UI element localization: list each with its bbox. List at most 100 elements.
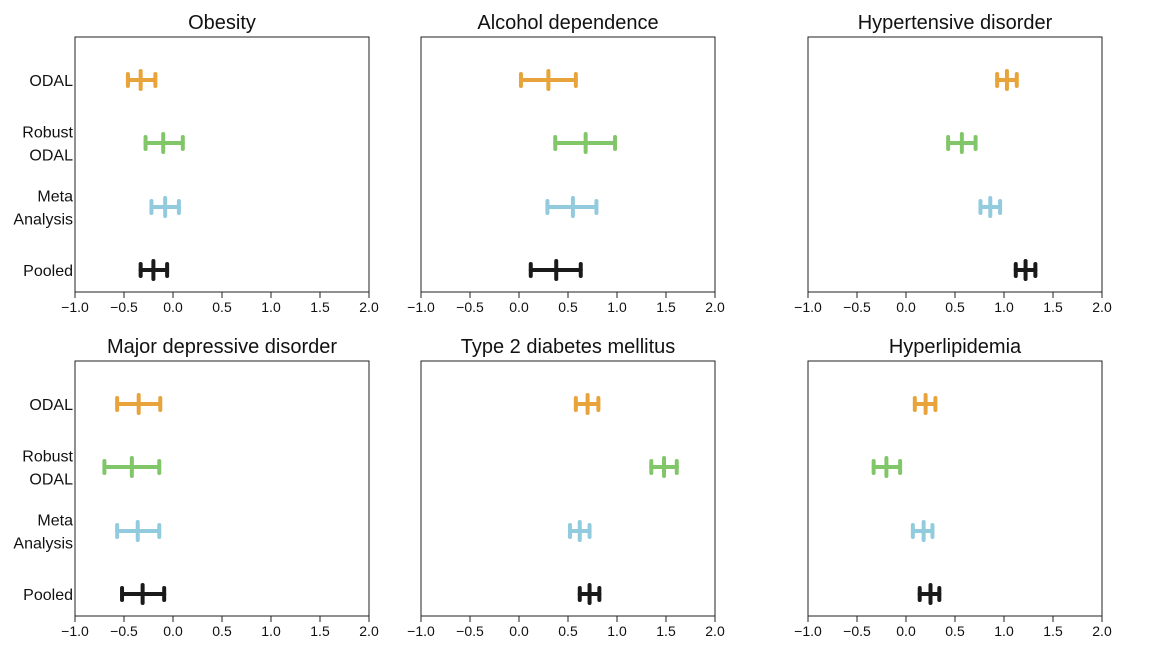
x-tick-label: 1.0: [994, 623, 1014, 639]
method-label: Robust ODAL: [22, 449, 73, 489]
method-label: Pooled: [23, 587, 73, 604]
plot-frame: [420, 360, 716, 617]
x-tick-label: −0.5: [110, 623, 138, 639]
plot-frame: [74, 36, 370, 293]
x-tick-label: 0.0: [509, 623, 529, 639]
method-label-line: ODAL: [29, 397, 73, 414]
x-tick-label: 1.0: [261, 623, 281, 639]
estimate-interval: [978, 196, 1003, 218]
x-tick-label: −0.5: [843, 623, 871, 639]
panel-title: Hyperlipidemia: [889, 336, 1022, 358]
method-label: Meta Analysis: [13, 189, 73, 229]
x-tick-label: 0.0: [163, 623, 183, 639]
x-tick-label: 0.5: [558, 623, 578, 639]
x-tick-label: 0.0: [896, 623, 916, 639]
x-tick-label: 0.5: [212, 623, 232, 639]
x-tick-label: 0.0: [896, 299, 916, 315]
plot-frame: [807, 360, 1103, 617]
x-tick-label: −1.0: [407, 623, 435, 639]
forest-panel: Hypertensive disorder −1.0 −0.5 0.0 0.5 1.0 1.…: [794, 12, 1112, 315]
estimate-interval: [946, 132, 978, 154]
x-tick-label: 0.0: [163, 299, 183, 315]
panel-title: Alcohol dependence: [477, 12, 658, 34]
x-tick-label: −1.0: [794, 623, 822, 639]
estimate-interval: [115, 393, 163, 415]
method-label: ODAL: [29, 397, 73, 414]
estimate-interval: [573, 393, 601, 415]
x-tick-label: 1.0: [261, 299, 281, 315]
x-tick-label: 2.0: [359, 299, 379, 315]
method-label-line: Pooled: [23, 263, 73, 280]
estimate-interval: [577, 583, 602, 605]
x-tick-label: −1.0: [407, 299, 435, 315]
estimate-interval: [149, 196, 181, 218]
method-label-line: ODAL: [29, 73, 73, 90]
x-tick-label: −0.5: [456, 623, 484, 639]
estimate-interval: [528, 259, 583, 281]
estimate-interval: [912, 393, 938, 415]
estimate-interval: [143, 132, 185, 154]
forest-panel: Obesity−1.0 −0.5 0.0 0.5 1.0 1.5 2.0ODALRobust…: [13, 12, 379, 315]
x-tick-label: 0.5: [945, 623, 965, 639]
estimate-interval: [649, 456, 679, 478]
method-label-line: Robust: [22, 125, 73, 142]
x-tick-label: 1.5: [1043, 623, 1063, 639]
x-tick-label: 1.5: [1043, 299, 1063, 315]
x-tick-label: 2.0: [705, 623, 725, 639]
forest-panel: Major depressive disorder −1.0 −0.5 0.0 0.5 1…: [13, 336, 379, 639]
x-tick-label: 0.5: [558, 299, 578, 315]
estimate-interval: [518, 69, 578, 91]
x-tick-label: 1.0: [607, 299, 627, 315]
estimate-interval: [120, 583, 167, 605]
x-tick-label: 1.5: [656, 623, 676, 639]
panel-title: Obesity: [188, 12, 256, 34]
forest-panel: Hyperlipidemia −1.0 −0.5 0.0 0.5 1.0 1.5 2.0: [794, 336, 1112, 639]
method-label-line: ODAL: [29, 472, 73, 489]
method-label-line: Pooled: [23, 587, 73, 604]
method-label-line: ODAL: [29, 148, 73, 165]
forest-panel: Alcohol dependence −1.0 −0.5 0.0 0.5 1.0 1.5 2.…: [407, 12, 725, 315]
x-tick-label: 1.5: [310, 299, 330, 315]
method-label: Pooled: [23, 263, 73, 280]
x-tick-label: 1.0: [994, 299, 1014, 315]
estimate-interval: [567, 520, 592, 542]
method-label: Robust ODAL: [22, 125, 73, 165]
x-tick-label: 1.5: [656, 299, 676, 315]
estimate-interval: [138, 259, 170, 281]
x-tick-label: −0.5: [456, 299, 484, 315]
method-label-line: Analysis: [13, 212, 73, 229]
panel-title: Major depressive disorder: [107, 336, 337, 358]
estimate-interval: [115, 520, 162, 542]
estimate-interval: [125, 69, 158, 91]
x-tick-label: 2.0: [705, 299, 725, 315]
plot-frame: [420, 36, 716, 293]
x-tick-label: 2.0: [1092, 299, 1112, 315]
x-tick-label: −1.0: [794, 299, 822, 315]
x-tick-label: −1.0: [61, 299, 89, 315]
estimate-interval: [910, 520, 935, 542]
x-tick-label: 2.0: [359, 623, 379, 639]
x-tick-label: 1.0: [607, 623, 627, 639]
x-tick-label: 0.5: [945, 299, 965, 315]
estimate-interval: [553, 132, 618, 154]
estimate-interval: [917, 583, 942, 605]
method-label-line: Meta: [37, 513, 73, 530]
method-label-line: Meta: [37, 189, 73, 206]
estimate-interval: [995, 69, 1019, 91]
estimate-interval: [1013, 259, 1038, 281]
plot-frame: [807, 36, 1103, 293]
estimate-interval: [871, 456, 903, 478]
x-tick-label: −1.0: [61, 623, 89, 639]
forest-panel: Type 2 diabetes mellitus −1.0 −0.5 0.0 0.5 1.…: [407, 336, 725, 639]
x-tick-label: 0.5: [212, 299, 232, 315]
x-tick-label: −0.5: [110, 299, 138, 315]
estimate-interval: [545, 196, 599, 218]
estimate-interval: [102, 456, 162, 478]
method-label: ODAL: [29, 73, 73, 90]
panel-title: Type 2 diabetes mellitus: [461, 336, 676, 358]
method-label-line: Robust: [22, 449, 73, 466]
method-label-line: Analysis: [13, 536, 73, 553]
x-tick-label: −0.5: [843, 299, 871, 315]
x-tick-label: 2.0: [1092, 623, 1112, 639]
